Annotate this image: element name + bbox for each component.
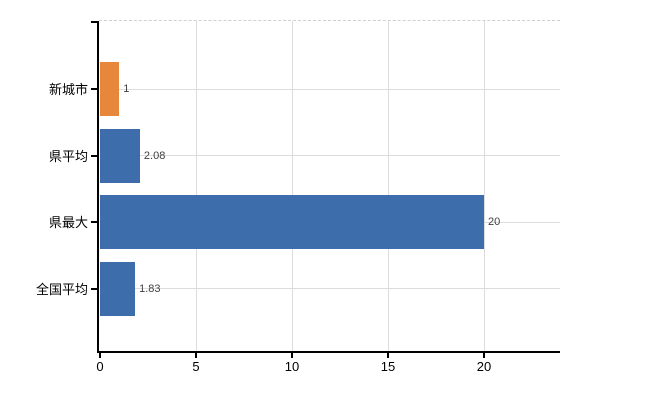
horizontal-gridline	[100, 288, 560, 289]
category-label: 新城市	[48, 82, 88, 97]
bar-value-label: 20	[488, 216, 501, 228]
horizontal-gridline	[100, 155, 560, 156]
vertical-gridline	[291, 21, 293, 351]
bar	[100, 261, 136, 316]
bar-value-label: 2.08	[143, 149, 166, 162]
category-tick-mark	[91, 154, 98, 157]
category-label: 県平均	[48, 148, 88, 164]
x-tick-mark	[291, 353, 293, 358]
x-tick-label: 20	[476, 359, 492, 374]
bar-value-label: 1.83	[139, 282, 161, 295]
x-tick-label: 15	[380, 359, 396, 374]
vertical-gridline	[195, 21, 197, 351]
category-label: 全国平均	[35, 281, 88, 297]
vertical-gridline	[387, 21, 389, 351]
bar	[100, 195, 484, 249]
x-tick-label: 5	[192, 359, 200, 374]
bar	[100, 62, 120, 116]
category-tick-mark	[91, 221, 98, 223]
horizontal-gridline	[100, 88, 560, 90]
y-axis-line	[97, 21, 99, 352]
x-tick-mark	[195, 353, 197, 358]
x-tick-label: 0	[96, 359, 104, 374]
category-tick-mark	[91, 287, 98, 290]
x-tick-label: 10	[284, 359, 300, 374]
x-tick-mark	[387, 353, 389, 358]
category-tick-mark	[91, 88, 98, 90]
y-axis-top-tick-mark	[91, 21, 98, 23]
x-tick-mark	[99, 353, 101, 358]
category-label: 県最大	[48, 215, 88, 230]
bar-value-label: 1	[123, 83, 130, 95]
vertical-gridline	[483, 21, 485, 351]
x-axis-line	[97, 351, 560, 353]
x-tick-mark	[483, 353, 485, 358]
plot-top-border	[99, 20, 560, 21]
bar	[100, 128, 140, 183]
